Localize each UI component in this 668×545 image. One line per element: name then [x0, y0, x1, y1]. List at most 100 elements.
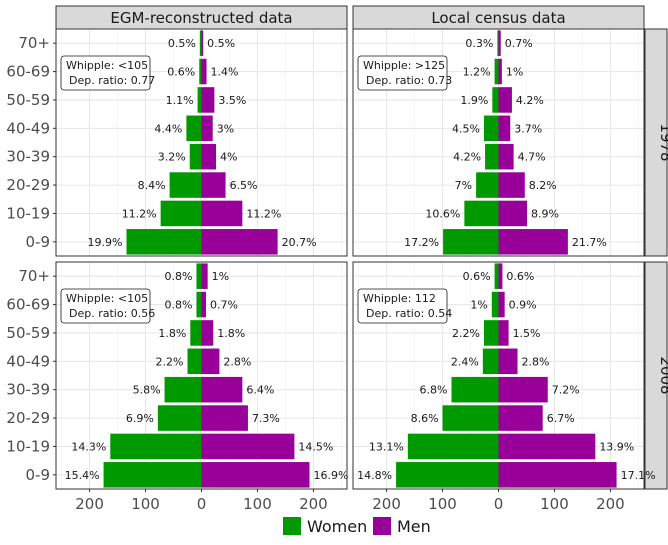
women-bar-label: 8.4%: [138, 179, 166, 192]
women-bar-label: 1.1%: [166, 94, 194, 107]
women-bar-label: 5.8%: [133, 384, 161, 397]
men-bar: [201, 462, 310, 488]
men-bar-label: 6.5%: [230, 179, 258, 192]
men-bar-label: 17.1%: [621, 469, 656, 482]
dependency-ratio-label: Dep. ratio: 0.73: [366, 74, 452, 87]
whipple-index-label: Whipple: <105: [66, 292, 148, 305]
men-bar: [498, 229, 568, 255]
women-bar: [485, 143, 499, 170]
x-tick-label: 200: [299, 495, 328, 513]
men-bar-label: 1%: [506, 66, 523, 79]
women-bar-label: 0.3%: [465, 37, 493, 50]
men-bar-label: 21.7%: [572, 236, 607, 249]
whipple-index-label: Whipple: >125: [363, 59, 445, 72]
women-bar-label: 4.2%: [453, 151, 481, 164]
men-bar-label: 8.2%: [529, 179, 557, 192]
y-tick-label: 20-29: [6, 409, 50, 427]
row-strip-label: 2008: [657, 356, 668, 394]
panel-border: [55, 28, 348, 257]
men-bar: [201, 172, 226, 198]
x-tick-label: 0: [494, 495, 504, 513]
women-bar-label: 7%: [455, 179, 472, 192]
men-bar-label: 1.8%: [217, 327, 245, 340]
men-bar-label: 0.6%: [506, 270, 534, 283]
women-bar-label: 0.6%: [463, 270, 491, 283]
women-bar: [199, 30, 202, 56]
women-bar-label: 6.8%: [420, 384, 448, 397]
women-bar-label: 6.9%: [126, 412, 154, 425]
women-bar-label: 11.2%: [122, 207, 157, 220]
men-bar: [201, 433, 295, 460]
men-bar: [201, 143, 217, 170]
men-bar: [498, 376, 548, 403]
women-bar-label: 8.6%: [411, 412, 439, 425]
men-bar: [498, 291, 505, 318]
women-bar: [197, 87, 202, 113]
women-bar: [187, 348, 202, 375]
men-bar-label: 16.9%: [314, 469, 349, 482]
row-strip: [644, 28, 668, 257]
women-bar-label: 0.5%: [168, 37, 196, 50]
women-bar: [126, 229, 202, 255]
men-bar-label: 8.9%: [531, 207, 559, 220]
women-bar-label: 17.2%: [404, 236, 439, 249]
women-bar-label: 1.9%: [460, 94, 488, 107]
x-tick-label: 200: [596, 495, 625, 513]
women-bar-label: 2.2%: [452, 327, 480, 340]
men-bar: [498, 320, 509, 346]
women-bar: [451, 376, 499, 403]
women-bar: [483, 115, 499, 142]
x-tick-label: 100: [540, 495, 569, 513]
legend-key-men: [373, 517, 391, 535]
x-tick-label: 0: [197, 495, 207, 513]
women-bar: [396, 462, 499, 488]
y-tick-label: 0-9: [26, 466, 51, 484]
y-tick-label: 70+: [18, 34, 50, 52]
men-bar-label: 11.2%: [246, 207, 281, 220]
y-tick-label: 40-49: [6, 352, 50, 370]
y-tick-label: 60-69: [6, 296, 50, 314]
women-bar: [491, 291, 499, 318]
y-tick-label: 70+: [18, 267, 50, 285]
men-bar: [201, 348, 220, 375]
men-bar: [201, 58, 207, 85]
y-tick-label: 30-39: [6, 148, 50, 166]
women-bar: [464, 200, 499, 227]
men-bar: [201, 263, 208, 289]
men-bar: [498, 263, 503, 289]
men-bar: [201, 87, 215, 113]
men-bar: [498, 87, 512, 113]
women-bar: [186, 115, 202, 142]
annotation-box: [60, 55, 151, 91]
women-bar: [157, 405, 202, 431]
y-tick-label: 50-59: [6, 91, 50, 109]
y-tick-label: 0-9: [26, 233, 51, 251]
dependency-ratio-label: Dep. ratio: 0.56: [69, 307, 155, 320]
annotation-box: [357, 55, 448, 91]
men-bar-label: 4.7%: [518, 151, 546, 164]
men-bar-label: 1%: [212, 270, 229, 283]
men-bar-label: 1.4%: [211, 66, 239, 79]
women-bar-label: 1.8%: [158, 327, 186, 340]
men-bar: [498, 405, 543, 431]
women-bar: [190, 320, 202, 346]
men-bar: [498, 433, 596, 460]
men-bar-label: 2.8%: [223, 355, 251, 368]
women-bar-label: 0.8%: [165, 270, 193, 283]
x-tick-label: 100: [428, 495, 457, 513]
whipple-index-label: Whipple: <105: [66, 59, 148, 72]
women-bar: [482, 348, 499, 375]
annotation-box: [60, 288, 151, 324]
women-bar: [169, 172, 202, 198]
dependency-ratio-label: Dep. ratio: 0.77: [69, 74, 155, 87]
men-bar: [498, 30, 501, 56]
women-bar-label: 4.4%: [154, 122, 182, 135]
women-bar-label: 3.2%: [158, 151, 186, 164]
women-bar: [497, 30, 499, 56]
women-bar: [492, 87, 499, 113]
women-bar-label: 19.9%: [88, 236, 123, 249]
women-bar: [476, 172, 499, 198]
women-bar-label: 2.2%: [156, 355, 184, 368]
women-bar-label: 10.6%: [425, 207, 460, 220]
